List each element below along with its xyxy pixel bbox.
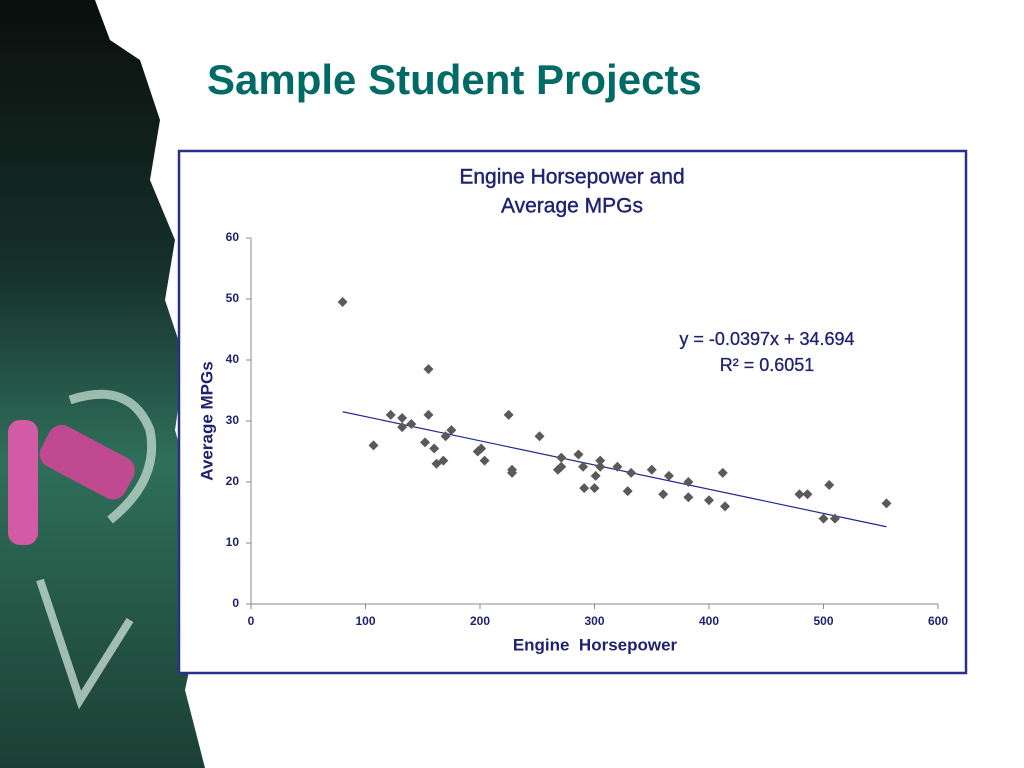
data-point — [683, 477, 694, 487]
y-tick-label: 50 — [226, 291, 240, 305]
y-tick-label: 10 — [226, 535, 240, 549]
data-point — [337, 297, 348, 308]
data-point — [397, 422, 408, 433]
slide-title: Sample Student Projects — [207, 56, 702, 103]
trendline — [342, 411, 887, 528]
data-point — [595, 461, 606, 472]
chart-frame — [177, 149, 968, 675]
data-point — [683, 492, 694, 503]
data-point — [578, 461, 589, 472]
data-point — [590, 470, 601, 481]
data-point — [446, 425, 457, 436]
x-axis-label: Engine Horsepower — [513, 635, 678, 654]
y-tick-label: 20 — [226, 474, 240, 488]
trendline-equation: y = -0.0397x + 34.694 — [679, 329, 854, 349]
data-point — [704, 495, 714, 506]
data-point — [534, 431, 545, 442]
chart-title: Average MPGs — [501, 195, 643, 218]
x-tick-label: 300 — [584, 614, 604, 628]
y-axis-label: Average MPGs — [197, 361, 216, 480]
r-squared: R² = 0.6051 — [720, 355, 815, 375]
y-tick-label: 30 — [226, 413, 240, 427]
data-point — [368, 440, 379, 451]
x-tick-label: 100 — [355, 614, 375, 628]
data-point — [802, 489, 813, 500]
y-tick-label: 60 — [226, 230, 240, 244]
x-tick-label: 0 — [248, 614, 255, 628]
data-point — [579, 483, 590, 494]
data-point — [397, 412, 408, 423]
data-point — [420, 437, 431, 448]
data-point — [646, 464, 657, 475]
y-tick-label: 40 — [226, 352, 240, 366]
data-point — [503, 409, 514, 420]
data-point — [440, 431, 451, 442]
x-tick-label: 500 — [813, 614, 833, 628]
x-tick-label: 400 — [699, 614, 719, 628]
data-point — [556, 452, 567, 463]
data-point — [556, 461, 567, 472]
data-point — [881, 498, 892, 509]
data-point — [429, 443, 440, 454]
x-tick-label: 200 — [470, 614, 490, 628]
data-point — [829, 513, 840, 524]
data-point — [589, 483, 600, 494]
data-point — [438, 455, 449, 466]
data-point — [720, 501, 731, 512]
data-point — [663, 470, 674, 481]
data-point — [476, 443, 487, 454]
data-point — [818, 513, 829, 524]
data-point — [626, 467, 637, 478]
data-point — [612, 461, 623, 472]
data-point — [423, 409, 434, 420]
data-point — [658, 489, 669, 500]
data-point — [406, 419, 417, 430]
data-point — [595, 455, 606, 466]
data-point — [385, 409, 396, 420]
data-point — [824, 480, 835, 491]
data-point — [423, 364, 434, 375]
data-point — [622, 486, 633, 497]
y-tick-label: 0 — [232, 596, 239, 610]
chalkboard-decoration — [0, 0, 205, 768]
data-point — [717, 467, 728, 478]
chart-title: Engine Horsepower and — [459, 166, 684, 189]
data-point — [573, 449, 584, 460]
data-point — [479, 455, 490, 466]
data-point — [507, 467, 518, 478]
x-tick-label: 600 — [928, 614, 948, 628]
data-point — [794, 489, 805, 500]
